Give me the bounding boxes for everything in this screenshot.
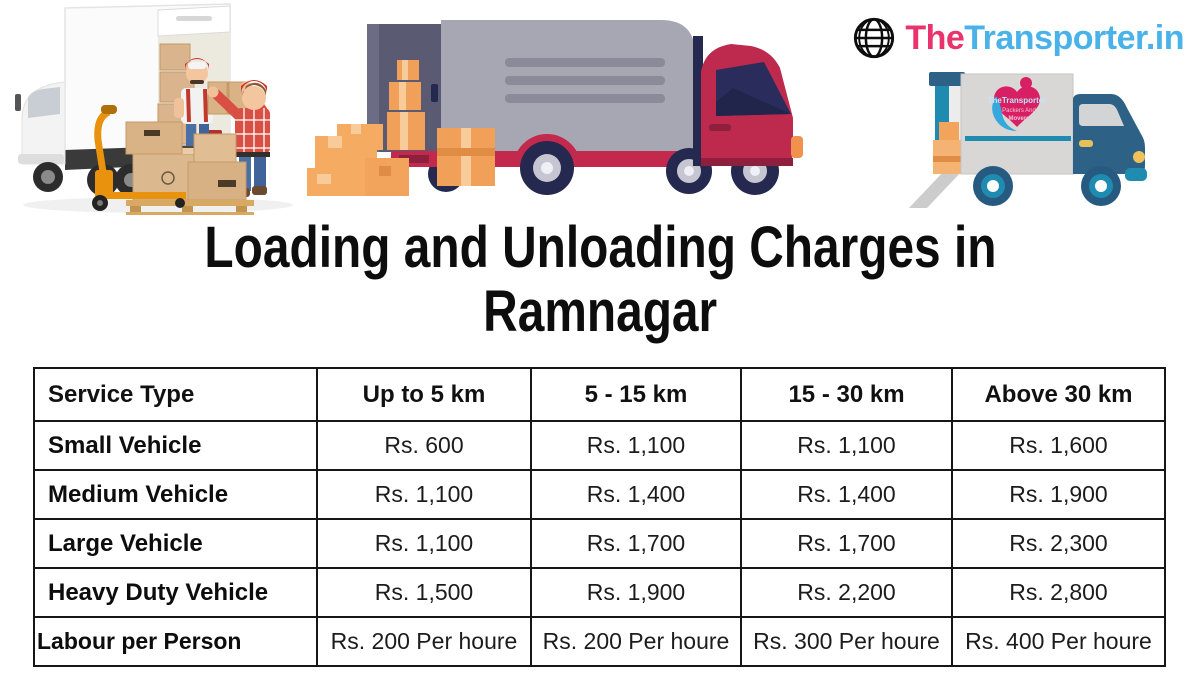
- wheels: [973, 166, 1121, 206]
- price-cell: Rs. 1,100: [316, 469, 532, 520]
- price-cell: Rs. 600: [316, 420, 532, 471]
- loading-workers-illustration: [15, 3, 293, 215]
- truck-logo-line2: Packers And: [1002, 108, 1036, 114]
- brand-logo: TheTransporter.in: [852, 16, 1184, 60]
- service-type-cell: Heavy Duty Vehicle: [33, 567, 318, 618]
- charges-table: Service Type Up to 5 km 5 - 15 km 15 - 3…: [33, 367, 1166, 667]
- pallet-jack: [92, 105, 186, 211]
- truck-logo-line3: Movers: [1008, 116, 1030, 122]
- col-header-service-type: Service Type: [33, 367, 318, 422]
- col-header-above-30km: Above 30 km: [951, 367, 1166, 422]
- col-header-15-30km: 15 - 30 km: [740, 367, 953, 422]
- price-cell: Rs. 2,800: [951, 567, 1166, 618]
- col-header-up-to-5km: Up to 5 km: [316, 367, 532, 422]
- table-header-row: Service Type Up to 5 km 5 - 15 km 15 - 3…: [33, 367, 1166, 422]
- col-header-5-15km: 5 - 15 km: [530, 367, 742, 422]
- page-title-line1: Loading and Unloading Charges in: [203, 215, 997, 281]
- brand-name-transporter: Transporter.in: [964, 18, 1184, 57]
- truck-logo-line1: TheTransporter: [988, 96, 1047, 105]
- service-type-cell: Small Vehicle: [33, 420, 318, 471]
- red-truck-illustration: [307, 20, 803, 196]
- price-cell: Rs. 1,900: [530, 567, 742, 618]
- globe-icon: [854, 17, 895, 59]
- price-cell: Rs. 200 Per houre: [530, 616, 742, 667]
- price-cell: Rs. 1,600: [951, 420, 1166, 471]
- price-cell: Rs. 200 Per houre: [316, 616, 532, 667]
- price-cell: Rs. 1,100: [740, 420, 953, 471]
- table-row: Large Vehicle Rs. 1,100 Rs. 1,700 Rs. 1,…: [33, 518, 1166, 569]
- table-row: Medium Vehicle Rs. 1,100 Rs. 1,400 Rs. 1…: [33, 469, 1166, 520]
- table-row: Small Vehicle Rs. 600 Rs. 1,100 Rs. 1,10…: [33, 420, 1166, 471]
- truck-side-logo: TheTransporter Packers And Movers: [988, 77, 1047, 131]
- price-cell: Rs. 400 Per houre: [951, 616, 1166, 667]
- price-cell: Rs. 300 Per houre: [740, 616, 953, 667]
- brand-name: TheTransporter.in: [905, 19, 1184, 58]
- price-cell: Rs. 1,700: [740, 518, 953, 569]
- brand-name-the: The: [905, 18, 965, 57]
- service-type-cell: Medium Vehicle: [33, 469, 318, 520]
- price-cell: Rs. 1,700: [530, 518, 742, 569]
- table-row: Heavy Duty Vehicle Rs. 1,500 Rs. 1,900 R…: [33, 567, 1166, 618]
- price-cell: Rs. 1,900: [951, 469, 1166, 520]
- price-cell: Rs. 1,100: [316, 518, 532, 569]
- price-cell: Rs. 1,400: [530, 469, 742, 520]
- service-type-cell: Labour per Person: [33, 616, 318, 667]
- table-row: Labour per Person Rs. 200 Per houre Rs. …: [33, 616, 1166, 667]
- box-stack: [307, 124, 495, 196]
- branded-truck-illustration: TheTransporter Packers And Movers: [909, 72, 1147, 208]
- price-cell: Rs. 1,500: [316, 567, 532, 618]
- price-cell: Rs. 1,100: [530, 420, 742, 471]
- service-type-cell: Large Vehicle: [33, 518, 318, 569]
- page-title-line2: Ramnagar: [483, 279, 717, 345]
- page-title: Loading and Unloading Charges in Ramnaga…: [0, 216, 1200, 345]
- price-cell: Rs. 2,300: [951, 518, 1166, 569]
- price-cell: Rs. 1,400: [740, 469, 953, 520]
- price-cell: Rs. 2,200: [740, 567, 953, 618]
